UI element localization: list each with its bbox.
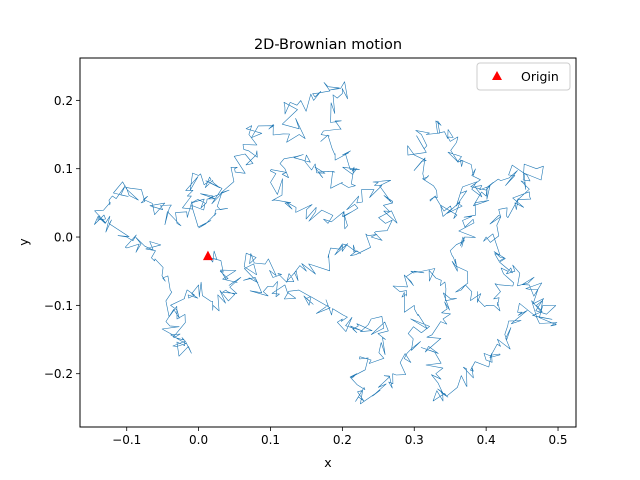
legend-origin-marker-icon [492,71,502,80]
y-tick-label: 0.0 [54,231,73,245]
markers-layer [202,250,213,261]
x-tick-label: 0.0 [189,433,208,447]
legend: Origin [476,62,571,91]
chart-title: 2D-Brownian motion [254,37,402,53]
origin-marker [202,250,213,261]
legend-origin-label: Origin [521,69,559,84]
y-tick-label: 0.1 [54,162,73,176]
x-axis-label: x [324,455,331,470]
legend-box [476,62,571,91]
y-tick-label: −0.1 [44,299,73,313]
y-tick-label: 0.2 [54,94,73,108]
axes-frame [79,57,577,428]
plot-area [94,81,558,405]
x-tick-label: 0.1 [261,433,280,447]
x-tick-label: 0.4 [477,433,496,447]
y-tick-label: −0.2 [44,367,73,381]
x-tick-label: −0.1 [112,433,141,447]
x-tick-label: 0.2 [333,433,352,447]
y-axis-label: y [16,238,31,246]
walk-series-line-0 [94,81,558,405]
x-tick-label: 0.5 [548,433,567,447]
x-axis-ticks: −0.1 0.0 0.1 0.2 0.3 0.4 0.5 [112,427,568,447]
y-axis-ticks: −0.2 −0.1 0.0 0.1 0.2 [44,94,80,381]
x-tick-label: 0.3 [405,433,424,447]
